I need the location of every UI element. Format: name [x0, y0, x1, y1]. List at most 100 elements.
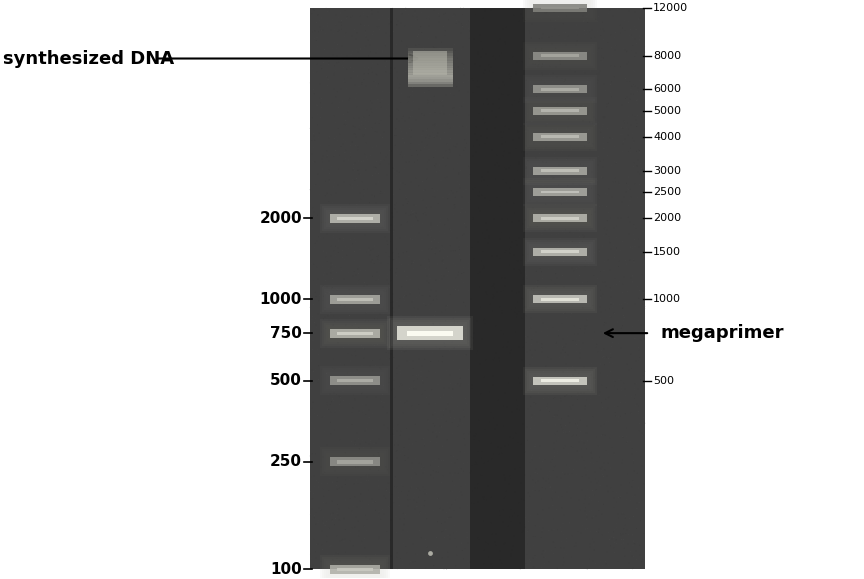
Point [416, 25, 429, 35]
Point [328, 241, 342, 251]
Point [379, 445, 393, 455]
Point [361, 381, 375, 390]
Point [503, 62, 517, 71]
Point [415, 28, 429, 37]
Point [565, 79, 579, 88]
Point [373, 189, 387, 198]
Point [537, 336, 550, 346]
Bar [524, 77, 595, 101]
Point [305, 472, 319, 482]
Point [346, 116, 359, 125]
Point [408, 63, 422, 72]
Point [619, 438, 633, 448]
Point [524, 335, 538, 344]
Point [534, 464, 548, 474]
Point [313, 79, 327, 89]
Point [445, 494, 459, 503]
Point [453, 184, 467, 193]
Point [527, 541, 541, 550]
Point [596, 119, 610, 129]
Point [460, 333, 473, 342]
Point [544, 457, 558, 467]
Point [451, 201, 465, 211]
Point [613, 514, 627, 523]
Point [492, 83, 506, 93]
Point [633, 170, 647, 179]
Point [391, 117, 404, 126]
Point [468, 10, 482, 19]
Point [632, 343, 645, 352]
Point [318, 5, 332, 14]
Point [407, 493, 421, 502]
Point [595, 403, 609, 412]
Point [626, 492, 639, 501]
Point [632, 146, 645, 155]
Point [450, 159, 464, 168]
Point [598, 161, 612, 170]
Point [520, 347, 534, 357]
Point [637, 479, 651, 489]
Point [490, 258, 504, 267]
Point [540, 119, 554, 129]
Point [461, 115, 475, 124]
Point [485, 282, 499, 291]
Point [326, 283, 340, 292]
Point [504, 272, 518, 281]
Point [606, 52, 619, 61]
Point [424, 203, 438, 212]
Point [621, 124, 635, 134]
Point [332, 248, 346, 257]
Point [443, 290, 457, 299]
Point [410, 445, 423, 455]
Point [410, 502, 424, 511]
Point [483, 417, 497, 426]
Point [497, 212, 511, 222]
Point [584, 391, 598, 400]
Point [543, 482, 557, 491]
Point [343, 368, 357, 377]
Point [315, 395, 329, 404]
Point [403, 316, 416, 325]
Point [424, 237, 438, 246]
Point [459, 378, 473, 387]
Point [364, 557, 378, 566]
Point [608, 177, 622, 186]
Point [524, 453, 538, 463]
Point [512, 428, 526, 437]
Point [359, 424, 373, 434]
Point [575, 317, 588, 327]
Point [380, 275, 394, 284]
Point [635, 461, 649, 471]
Point [492, 281, 505, 290]
Point [426, 466, 440, 475]
Point [397, 142, 410, 152]
Point [473, 187, 486, 196]
Point [528, 346, 542, 355]
Point [590, 273, 604, 283]
Point [473, 435, 486, 445]
Point [310, 32, 324, 42]
Point [500, 402, 514, 411]
Point [624, 120, 638, 130]
Point [402, 252, 416, 262]
Point [340, 13, 353, 23]
Point [514, 478, 528, 488]
Point [334, 50, 348, 59]
Point [348, 122, 362, 131]
Point [466, 74, 480, 83]
Point [474, 227, 488, 236]
Point [545, 172, 559, 181]
Point [404, 22, 418, 31]
Point [435, 194, 448, 203]
Point [548, 132, 562, 141]
Point [529, 6, 543, 16]
Point [412, 113, 426, 123]
Point [358, 149, 372, 159]
Point [505, 533, 518, 543]
Point [488, 123, 502, 133]
Point [543, 87, 556, 96]
Point [539, 121, 553, 130]
Point [516, 251, 530, 260]
Point [364, 375, 378, 384]
Point [518, 16, 532, 25]
